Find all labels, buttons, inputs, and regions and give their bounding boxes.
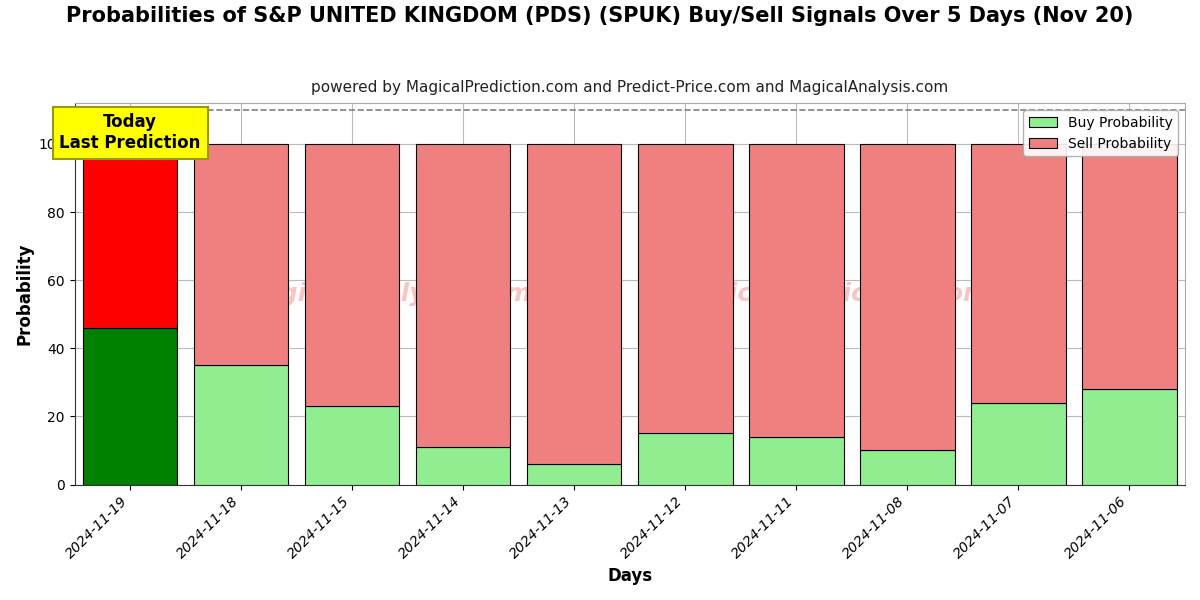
- Bar: [638, 433, 732, 485]
- Y-axis label: Probability: Probability: [16, 242, 34, 345]
- Bar: [194, 144, 288, 365]
- Bar: [971, 144, 1066, 403]
- Bar: [860, 144, 955, 451]
- Bar: [638, 144, 732, 433]
- Bar: [416, 447, 510, 485]
- Bar: [1082, 144, 1177, 389]
- Text: MagicalPrediction.com: MagicalPrediction.com: [670, 282, 990, 306]
- Title: powered by MagicalPrediction.com and Predict-Price.com and MagicalAnalysis.com: powered by MagicalPrediction.com and Pre…: [311, 80, 948, 95]
- Bar: [971, 403, 1066, 485]
- Text: MagicalAnalysis.com: MagicalAnalysis.com: [239, 282, 533, 306]
- Bar: [83, 328, 178, 485]
- Text: Today
Last Prediction: Today Last Prediction: [60, 113, 200, 152]
- Bar: [749, 144, 844, 437]
- Bar: [860, 451, 955, 485]
- Bar: [194, 365, 288, 485]
- X-axis label: Days: Days: [607, 567, 653, 585]
- Bar: [416, 144, 510, 447]
- Bar: [527, 144, 622, 464]
- Bar: [305, 144, 400, 406]
- Bar: [749, 437, 844, 485]
- Bar: [527, 464, 622, 485]
- Bar: [305, 406, 400, 485]
- Bar: [1082, 389, 1177, 485]
- Bar: [83, 144, 178, 328]
- Text: Probabilities of S&P UNITED KINGDOM (PDS) (SPUK) Buy/Sell Signals Over 5 Days (N: Probabilities of S&P UNITED KINGDOM (PDS…: [66, 6, 1134, 26]
- Legend: Buy Probability, Sell Probability: Buy Probability, Sell Probability: [1024, 110, 1178, 156]
